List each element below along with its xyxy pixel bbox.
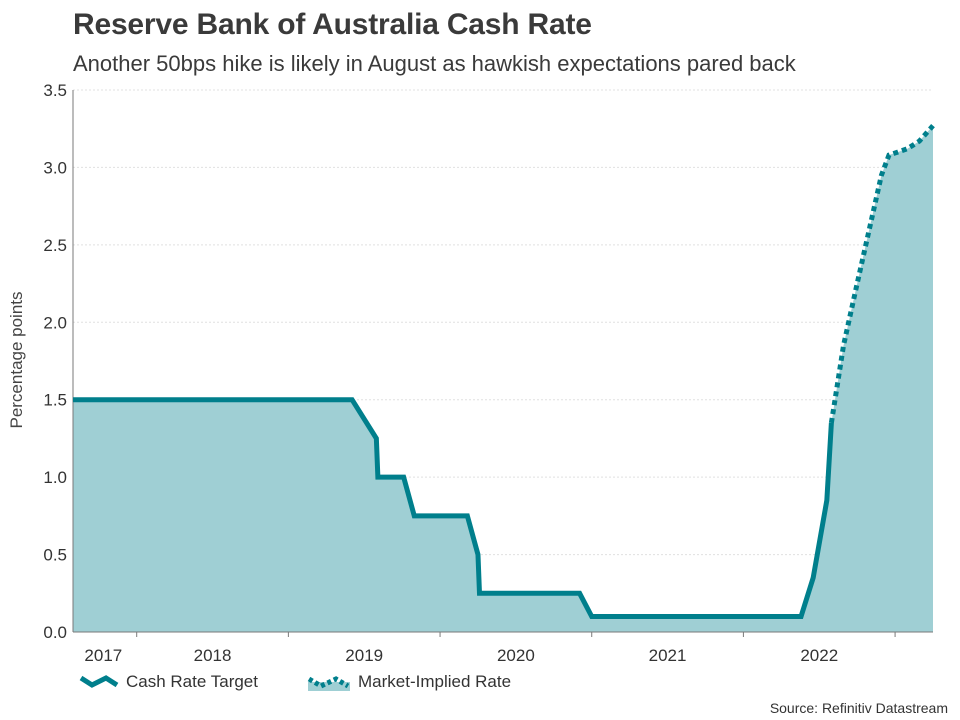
y-tick-label: 1.0 — [43, 468, 67, 487]
series-line-market-implied-rate — [828, 123, 935, 424]
y-tick-label: 2.5 — [43, 236, 67, 255]
x-tick-label: 2021 — [649, 646, 687, 665]
y-tick-label: 0.5 — [43, 546, 67, 565]
legend-swatch-dotted — [307, 676, 350, 691]
x-tick-label: 2020 — [497, 646, 535, 665]
axes — [72, 90, 933, 637]
legend-line-solid — [79, 675, 119, 688]
area-fill-layer — [73, 125, 933, 633]
legend-area-swatch — [308, 682, 350, 691]
chart-subtitle: Another 50bps hike is likely in August a… — [73, 51, 796, 76]
area-fill — [73, 125, 933, 633]
y-tick-label: 3.0 — [43, 158, 67, 177]
legend-item-market-implied-rate: Market-Implied Rate — [306, 672, 511, 692]
y-tick-label: 2.0 — [43, 313, 67, 332]
legend-swatch-solid — [79, 675, 119, 688]
y-tick-label: 1.5 — [43, 391, 67, 410]
x-tick-label: 2022 — [800, 646, 838, 665]
series-line-cash-rate-target — [73, 397, 834, 620]
series-lines — [73, 123, 935, 620]
chart-title: Reserve Bank of Australia Cash Rate — [73, 8, 592, 41]
y-tick-label: 3.5 — [43, 81, 67, 100]
gridlines — [73, 89, 933, 556]
legend-label-market-implied-rate: Market-Implied Rate — [358, 672, 512, 691]
legend-line-dotted — [307, 676, 350, 689]
legend-label-cash-rate-target: Cash Rate Target — [126, 672, 258, 691]
x-tick-label: 2018 — [194, 646, 232, 665]
x-tick-label: 2017 — [84, 646, 122, 665]
legend-item-cash-rate-target: Cash Rate Target — [78, 672, 258, 692]
tick-labels: 0.0 0.5 1.0 1.5 2.0 2.5 3.0 3.5 2017 2018 2019 2020… — [43, 81, 838, 665]
x-tick-label: 2019 — [345, 646, 383, 665]
y-tick-label: 0.0 — [43, 623, 67, 642]
source-note: Source: Refinitiv Datastream — [769, 700, 948, 716]
